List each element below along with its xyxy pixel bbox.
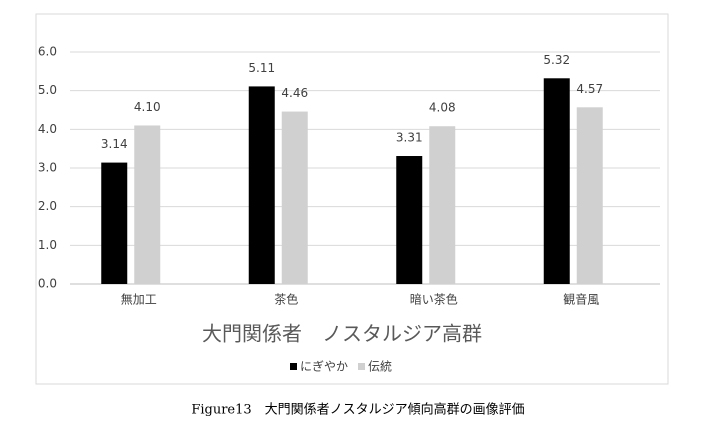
- y-tick-label: 5.0: [38, 83, 57, 97]
- y-tick-label: 4.0: [38, 122, 57, 136]
- x-tick-label: 暗い茶色: [410, 292, 458, 307]
- x-tick-label: 無加工: [121, 292, 157, 307]
- data-label: 5.32: [543, 53, 570, 67]
- y-tick-label: 6.0: [38, 45, 57, 59]
- legend-label: にぎやか: [300, 360, 348, 374]
- legend-label: 伝統: [368, 360, 392, 374]
- data-label: 3.14: [101, 137, 128, 151]
- bar: [543, 78, 570, 284]
- x-tick-label: 茶色: [274, 292, 298, 307]
- data-label: 4.46: [281, 86, 308, 100]
- y-tick-label: 3.0: [38, 161, 57, 175]
- bar: [429, 126, 456, 285]
- data-label: 4.10: [134, 100, 161, 114]
- y-tick-label: 0.0: [38, 277, 57, 291]
- legend-swatch: [290, 363, 297, 370]
- bar: [248, 86, 275, 284]
- chart-title: 大門関係者 ノスタルジア高群: [202, 322, 482, 346]
- data-label: 4.08: [429, 101, 456, 115]
- y-tick-label: 1.0: [38, 238, 57, 252]
- caption: Figure13 大門関係者ノスタルジア傾向高群の画像評価: [191, 402, 524, 418]
- bar: [576, 107, 603, 284]
- data-label: 3.31: [396, 131, 423, 145]
- bar: [396, 156, 423, 284]
- data-label: 4.57: [576, 82, 603, 96]
- bar: [134, 125, 161, 284]
- data-label: 5.11: [248, 61, 275, 75]
- bar: [281, 111, 308, 285]
- x-tick-label: 観音風: [563, 292, 599, 307]
- bar: [101, 162, 128, 284]
- legend-swatch: [358, 363, 366, 370]
- y-tick-label: 2.0: [38, 199, 57, 213]
